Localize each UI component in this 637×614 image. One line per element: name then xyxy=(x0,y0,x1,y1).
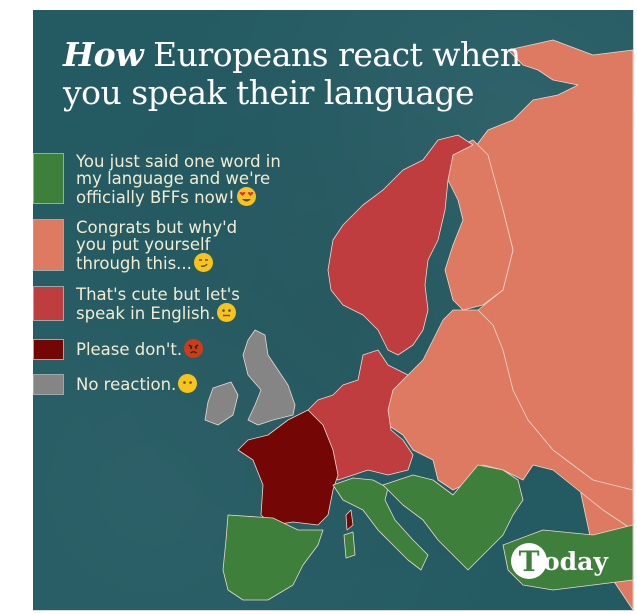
legend-text-green: You just said one word in my language an… xyxy=(76,152,281,207)
title-line2: you speak their language xyxy=(63,73,475,112)
infographic-frame: How Europeans react when you speak their… xyxy=(33,10,634,611)
page-title: How Europeans react when you speak their… xyxy=(63,36,583,112)
neutral-face-emoji-icon xyxy=(217,303,237,322)
heart-eyes-emoji-icon xyxy=(236,187,256,206)
legend-text-dark-red: Please don't. xyxy=(76,339,326,358)
legend-item-red: That's cute but let's speak in English. xyxy=(33,286,240,322)
swatch-gray xyxy=(33,374,64,395)
swatch-red xyxy=(33,286,64,321)
today-logo-mark: T xyxy=(511,543,547,579)
europe-map xyxy=(204,39,633,610)
swatch-green xyxy=(33,153,64,204)
smirk-emoji-icon xyxy=(193,253,213,272)
region-corsica xyxy=(345,509,354,531)
no-mouth-emoji-icon xyxy=(178,374,198,393)
legend-item-salmon: Congrats but why'd you put yourself thro… xyxy=(33,219,237,272)
swatch-salmon xyxy=(33,219,64,271)
angry-face-emoji-icon xyxy=(184,339,204,358)
title-emphasis: How xyxy=(63,35,144,74)
region-balkans xyxy=(382,464,524,571)
today-logo-text: oday xyxy=(543,546,608,576)
title-line1: Europeans react when xyxy=(143,35,521,74)
legend-item-green: You just said one word in my language an… xyxy=(33,153,281,206)
today-logo: T oday xyxy=(511,543,608,579)
region-france xyxy=(237,409,339,526)
legend-text-gray: No reaction. xyxy=(76,374,326,393)
region-sardinia xyxy=(343,531,356,559)
legend-text-red: That's cute but let's speak in English. xyxy=(76,285,240,323)
region-ireland xyxy=(204,381,239,426)
region-uk xyxy=(242,329,296,426)
legend-text-salmon: Congrats but why'd you put yourself thro… xyxy=(76,218,238,273)
swatch-dark-red xyxy=(33,339,64,360)
region-iberia xyxy=(222,514,324,601)
legend-item-dark-red: Please don't. xyxy=(33,339,204,360)
region-scandinavia xyxy=(327,134,474,356)
legend-item-gray: No reaction. xyxy=(33,374,198,395)
region-italy xyxy=(332,477,429,571)
